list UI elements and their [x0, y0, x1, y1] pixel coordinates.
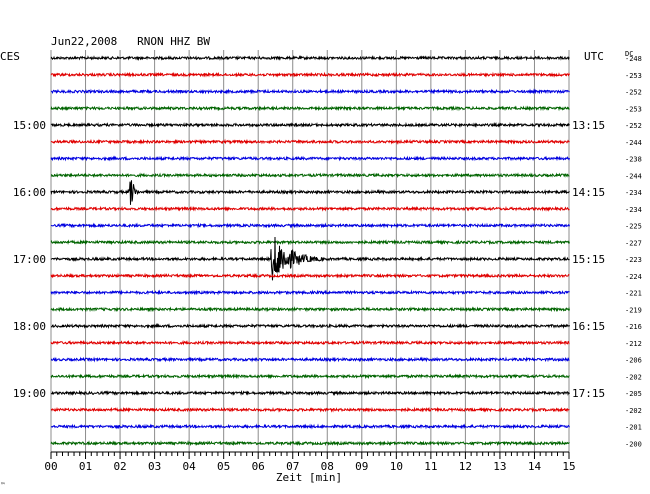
dc-offset-label: -202: [625, 407, 642, 415]
dc-offset-label: -252: [625, 89, 642, 97]
dc-offset-label: -201: [625, 424, 642, 432]
x-tick-label: 13: [493, 460, 506, 473]
right-time-label: 13:15: [572, 119, 605, 132]
dc-offset-label: -224: [625, 273, 642, 281]
x-tick-label: 04: [183, 460, 197, 473]
trace-line-15: [50, 306, 570, 313]
dc-offset-label: -253: [625, 105, 642, 113]
trace-line-21: [50, 406, 570, 413]
left-time-label: 15:00: [13, 119, 46, 132]
left-time-label: 18:00: [13, 320, 46, 333]
trace-line-11: [50, 239, 570, 246]
x-tick-label: 02: [113, 460, 126, 473]
left-time-label: 16:00: [13, 186, 46, 199]
dc-offset-label: -221: [625, 290, 642, 298]
x-tick-label: 09: [355, 460, 368, 473]
trace-line-19: [50, 373, 570, 380]
right-time-label: 17:15: [572, 387, 605, 400]
dc-offset-label: -202: [625, 373, 642, 381]
right-time-axis: 13:15 14:15 15:15 16:15 17:15: [572, 119, 605, 400]
dc-offset-label: -200: [625, 440, 642, 448]
dc-offset-label: -223: [625, 256, 642, 264]
dc-offset-label: -227: [625, 239, 642, 247]
x-tick-label: 12: [459, 460, 472, 473]
left-timezone-label: CES: [0, 50, 20, 63]
trace-line-8: [50, 180, 570, 205]
dc-offset-label: -234: [625, 206, 642, 214]
trace-line-14: [50, 289, 570, 296]
dc-offset-label: -238: [625, 156, 642, 164]
dc-offset-label: -253: [625, 72, 642, 80]
x-tick-label: 15: [562, 460, 575, 473]
dc-offset-label: -225: [625, 223, 642, 231]
dc-offset-label: -244: [625, 139, 642, 147]
trace-line-4: [50, 121, 570, 129]
x-tick-label: 05: [217, 460, 230, 473]
trace-line-2: [50, 88, 570, 95]
x-tick-label: 08: [321, 460, 334, 473]
x-tick-label: 00: [44, 460, 57, 473]
x-axis: 00 01 02 03 04 05 06 07 08 09 10 11 12 13 14 15: [44, 451, 576, 473]
dc-offset-label: -252: [625, 122, 642, 130]
seismogram-traces: [50, 55, 570, 447]
trace-line-12: [50, 236, 570, 281]
x-tick-label: 11: [424, 460, 437, 473]
right-timezone-label: UTC: [584, 50, 604, 63]
dc-offset-axis: -248 -253 -252 -253 -252 -244 -238 -244 -234 -234…: [625, 55, 642, 448]
x-axis-title: Zeit [min]: [276, 471, 342, 484]
dc-offset-label: -206: [625, 357, 642, 365]
trace-line-18: [50, 356, 570, 363]
x-tick-label: 06: [252, 460, 265, 473]
dc-header-label: DC: [625, 50, 633, 58]
trace-line-13: [50, 272, 570, 279]
trace-line-1: [50, 71, 570, 78]
chart-title: Jun22,2008 RNON HHZ BW: [51, 35, 210, 48]
dc-offset-label: -212: [625, 340, 642, 348]
dc-offset-label: -205: [625, 390, 642, 398]
trace-line-10: [50, 222, 570, 229]
trace-line-22: [50, 423, 570, 430]
trace-line-6: [50, 155, 570, 162]
right-time-label: 16:15: [572, 320, 605, 333]
trace-line-3: [50, 105, 570, 112]
trace-line-9: [50, 205, 570, 212]
trace-line-0: [50, 55, 570, 61]
x-tick-label: 14: [528, 460, 542, 473]
dc-offset-label: -216: [625, 323, 642, 331]
dc-offset-label: -219: [625, 306, 642, 314]
x-tick-label: 03: [148, 460, 161, 473]
trace-line-7: [51, 172, 570, 179]
left-time-axis: 15:00 16:00 17:00 18:00 19:00: [13, 119, 46, 400]
dc-offset-label: -234: [625, 189, 642, 197]
trace-line-5: [50, 138, 570, 145]
x-tick-label: 07: [286, 460, 299, 473]
dc-offset-label: -248: [625, 55, 642, 63]
trace-line-16: [50, 322, 570, 330]
dc-offset-label: -244: [625, 172, 642, 180]
trace-line-20: [50, 389, 570, 397]
x-tick-label: 10: [390, 460, 403, 473]
x-tick-label: 01: [79, 460, 92, 473]
right-time-label: 15:15: [572, 253, 605, 266]
right-time-label: 14:15: [572, 186, 605, 199]
trace-line-23: [50, 440, 570, 447]
left-time-label: 19:00: [13, 387, 46, 400]
minute-gridlines: [50, 50, 570, 452]
trace-line-17: [50, 339, 570, 346]
left-time-label: 17:00: [13, 253, 46, 266]
footnote-mark: ™: [1, 482, 5, 489]
